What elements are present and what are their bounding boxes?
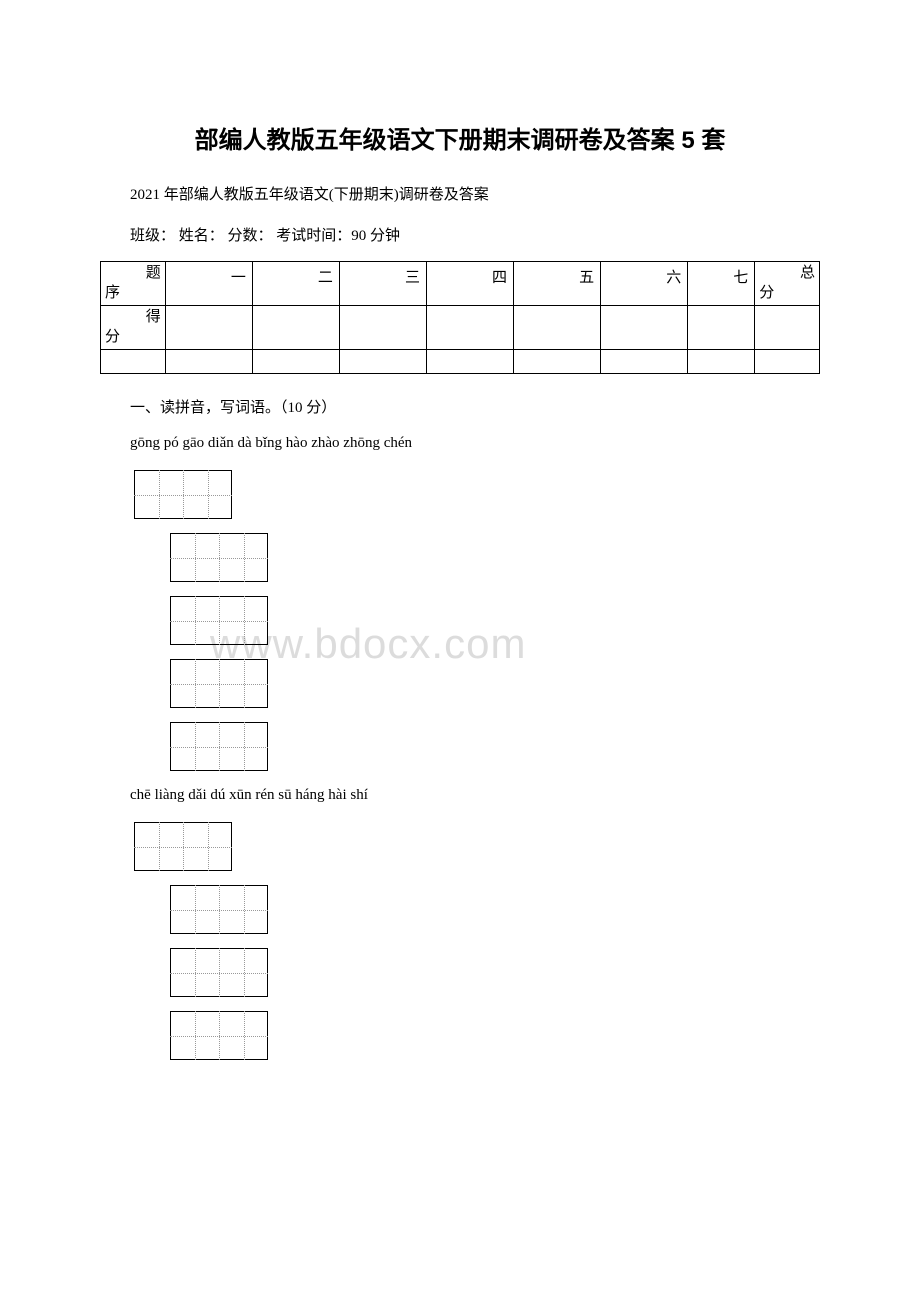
blank-cell	[101, 350, 166, 374]
info-line: 班级： 姓名： 分数： 考试时间：90 分钟	[100, 224, 820, 245]
score-cell	[165, 306, 252, 350]
char-grid-box	[170, 885, 268, 934]
page-title: 部编人教版五年级语文下册期末调研卷及答案 5 套	[100, 120, 820, 155]
cell-total: 总分	[755, 262, 820, 306]
blank-cell	[165, 350, 252, 374]
cell-label-1: 题序	[101, 262, 166, 306]
col-5: 五	[514, 262, 601, 306]
score-cell	[339, 306, 426, 350]
col-7: 七	[688, 262, 755, 306]
col-3: 三	[339, 262, 426, 306]
blank-cell	[339, 350, 426, 374]
section-1-heading: 一、读拼音，写词语。（10 分）	[100, 396, 820, 417]
blank-cell	[601, 350, 688, 374]
col-4: 四	[426, 262, 513, 306]
col-1: 一	[165, 262, 252, 306]
table-row-score: 得分	[101, 306, 820, 350]
char-grid-box	[170, 1011, 268, 1060]
table-row-header: 题序 一 二 三 四 五 六 七 总分	[101, 262, 820, 306]
char-grid-box	[170, 533, 268, 582]
char-box-group-2	[134, 822, 820, 1060]
char-grid-box	[170, 596, 268, 645]
blank-cell	[688, 350, 755, 374]
col-6: 六	[601, 262, 688, 306]
blank-cell	[252, 350, 339, 374]
char-grid-box	[134, 822, 232, 871]
score-cell	[755, 306, 820, 350]
char-grid-box	[170, 722, 268, 771]
score-cell	[514, 306, 601, 350]
char-grid-box	[170, 948, 268, 997]
col-2: 二	[252, 262, 339, 306]
char-grid-box	[134, 470, 232, 519]
subtitle: 2021 年部编人教版五年级语文(下册期末)调研卷及答案	[100, 183, 820, 204]
blank-cell	[755, 350, 820, 374]
char-box-group-1	[134, 470, 820, 771]
score-cell	[426, 306, 513, 350]
char-grid-box	[170, 659, 268, 708]
blank-cell	[426, 350, 513, 374]
pinyin-line-1: gōng pó gāo diǎn dà bǐng hào zhào zhōng …	[100, 435, 820, 452]
score-cell	[601, 306, 688, 350]
blank-cell	[514, 350, 601, 374]
score-cell	[688, 306, 755, 350]
score-cell	[252, 306, 339, 350]
pinyin-line-2: chē liàng dǎi dú xūn rén sū háng hài shí	[100, 787, 820, 804]
table-row-blank	[101, 350, 820, 374]
cell-label-2: 得分	[101, 306, 166, 350]
score-table: 题序 一 二 三 四 五 六 七 总分 得分	[100, 261, 820, 374]
